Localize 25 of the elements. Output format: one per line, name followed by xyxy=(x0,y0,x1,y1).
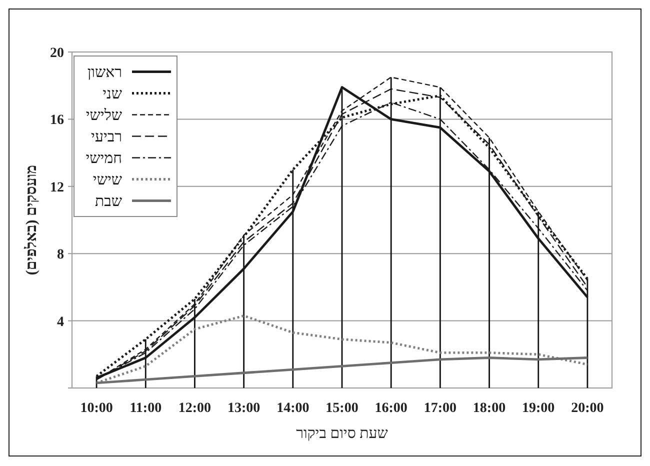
legend-label: שני xyxy=(102,86,122,102)
y-tick-label: 4 xyxy=(57,314,64,330)
x-tick-label: 14:00 xyxy=(276,401,310,416)
x-tick-label: 12:00 xyxy=(178,401,212,416)
legend-label: חמישי xyxy=(86,150,122,167)
x-tick-label: 11:00 xyxy=(130,401,162,416)
x-tick-label: 16:00 xyxy=(374,401,408,416)
legend-label: שלישי xyxy=(86,106,122,124)
x-tick-label: 17:00 xyxy=(424,401,457,416)
legend-label: רביעי xyxy=(91,129,122,146)
x-tick-label: 19:00 xyxy=(522,401,555,416)
y-tick-label: 20 xyxy=(50,46,64,61)
y-axis-title: מועסקים (באלפים) xyxy=(23,164,40,276)
x-tick-label: 13:00 xyxy=(227,401,260,416)
y-tick-label: 12 xyxy=(50,180,64,196)
legend-label: שישי xyxy=(92,172,122,188)
x-tick-label: 18:00 xyxy=(472,401,506,416)
legend-label: שבת xyxy=(95,194,122,210)
x-tick-label: 20:00 xyxy=(571,401,604,416)
x-tick-label: 15:00 xyxy=(326,401,358,416)
x-axis-title: שעת סיום ביקור xyxy=(296,426,388,442)
x-tick-label: 10:00 xyxy=(80,401,113,416)
y-tick-label: 16 xyxy=(50,113,64,128)
legend-label: ראשון xyxy=(87,64,122,81)
y-tick-label: 8 xyxy=(57,248,64,263)
